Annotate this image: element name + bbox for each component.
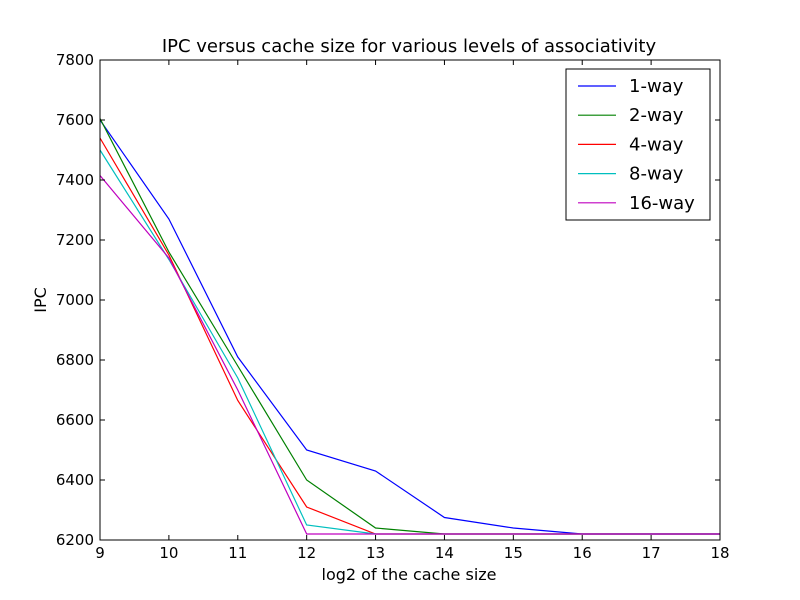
y-tick-label: 6800 [56, 351, 94, 369]
y-tick-label: 6200 [56, 531, 94, 549]
x-tick-label: 12 [297, 544, 316, 562]
x-tick-label: 9 [95, 544, 105, 562]
x-tick-label: 17 [642, 544, 661, 562]
y-tick-label: 7000 [56, 291, 94, 309]
x-axis-label: log2 of the cache size [322, 565, 497, 584]
legend-label-8-way: 8-way [629, 164, 684, 185]
chart-title: IPC versus cache size for various levels… [162, 36, 657, 57]
tick-layer: 9 10 11 12 13 14 15 16 17 18 6200 6400 6600 6800 7000 7… [56, 51, 730, 562]
y-tick-label: 7200 [56, 231, 94, 249]
legend: 1-way 2-way 4-way 8-way 16-way [565, 68, 711, 221]
x-tick-label: 18 [710, 544, 729, 562]
x-tick-label: 13 [366, 544, 385, 562]
x-tick-label: 11 [228, 544, 247, 562]
legend-label-4-way: 4-way [629, 134, 684, 155]
series-layer [99, 118, 720, 535]
y-tick-label: 7800 [56, 51, 94, 69]
y-tick-label: 7400 [56, 171, 94, 189]
y-tick-label: 6600 [56, 411, 94, 429]
x-tick-label: 15 [504, 544, 523, 562]
x-tick-label: 10 [159, 544, 178, 562]
series-line-16-way [99, 175, 720, 535]
legend-label-1-way: 1-way [629, 76, 684, 97]
y-tick-label: 6400 [56, 471, 94, 489]
y-tick-label: 7600 [56, 111, 94, 129]
x-tick-label: 16 [573, 544, 592, 562]
x-tick-label: 14 [435, 544, 454, 562]
y-axis-label: IPC [31, 287, 50, 313]
legend-label-16-way: 16-way [629, 193, 695, 214]
legend-label-2-way: 2-way [629, 105, 684, 126]
